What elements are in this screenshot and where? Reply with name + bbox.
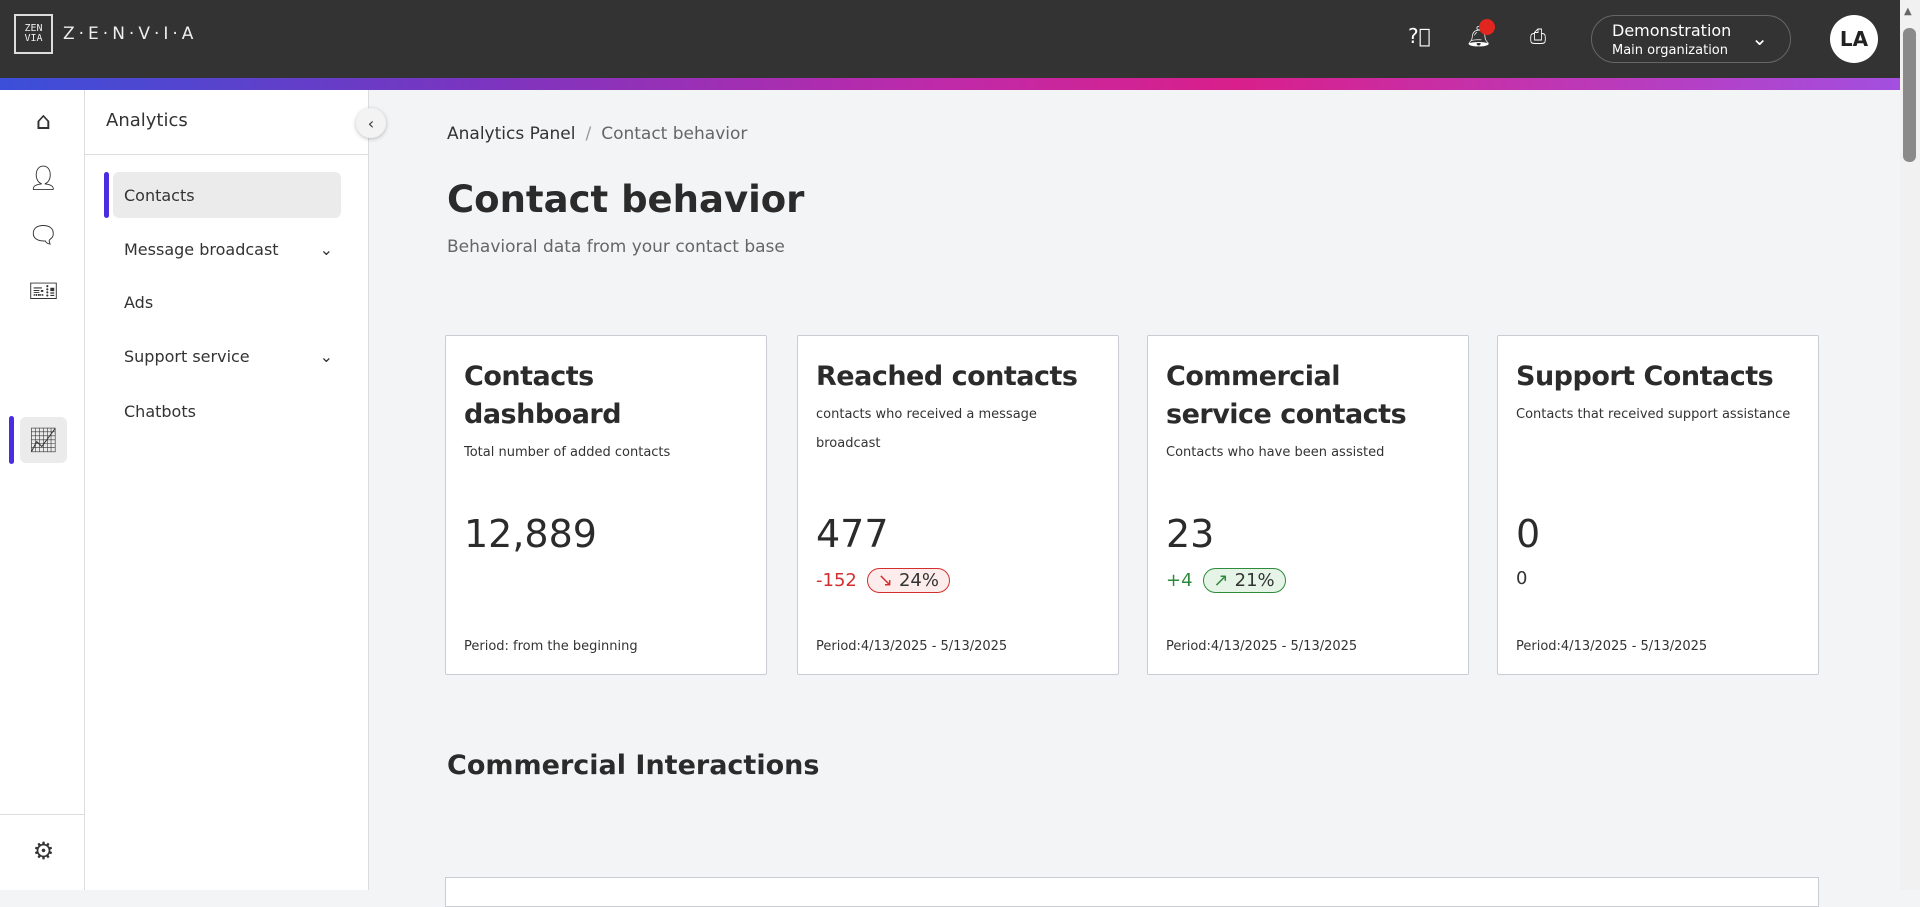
scroll-up-arrow[interactable]: ▲: [1904, 6, 1912, 17]
card-commercial-service-contacts: Commercial service contacts Contacts who…: [1147, 335, 1469, 675]
card-period: Period:4/13/2025 - 5/13/2025: [816, 639, 1008, 654]
card-desc: Contacts who have been assisted: [1166, 445, 1385, 460]
home-icon[interactable]: ⌂: [35, 107, 52, 135]
breadcrumb-separator: /: [585, 124, 592, 144]
arrow-up-right-icon: ↗: [1213, 570, 1229, 591]
divider: [0, 814, 85, 815]
card-period: Period:4/13/2025 - 5/13/2025: [1166, 639, 1358, 654]
collapse-sidebar-button[interactable]: ‹: [356, 108, 386, 138]
card-value: 477: [816, 512, 889, 556]
card-desc: Contacts that received support assistanc…: [1516, 407, 1791, 422]
chevron-down-icon: ⌄: [1751, 26, 1768, 50]
logo-text: Z·E·N·V·I·A: [63, 24, 198, 44]
card-support-contacts: Support Contacts Contacts that received …: [1497, 335, 1819, 675]
user-icon[interactable]: 👤︎: [28, 164, 59, 192]
printer-icon[interactable]: ⎙: [1530, 24, 1546, 48]
page-title: Contact behavior: [447, 178, 805, 221]
active-indicator: [104, 172, 109, 218]
logo-mark: ZEN VIA: [14, 14, 53, 54]
card-period: Period: from the beginning: [464, 639, 638, 654]
card-delta: 0: [1516, 568, 1528, 589]
card-value: 12,889: [464, 512, 597, 556]
card-delta: +4: [1166, 570, 1193, 591]
label: Chatbots: [124, 401, 196, 421]
card-title: Contacts dashboard: [464, 361, 622, 430]
org-name: Demonstration: [1612, 21, 1732, 40]
sidebar-title: Analytics: [85, 90, 368, 155]
label: Contacts: [124, 185, 195, 205]
sidebar-item-ads[interactable]: Ads: [113, 279, 341, 325]
arrow-down-right-icon: ↘: [877, 570, 893, 591]
ticket-icon[interactable]: 🎫︎: [28, 277, 59, 305]
logo[interactable]: ZEN VIA Z·E·N·V·I·A: [14, 14, 197, 54]
chevron-down-icon: ⌄: [319, 346, 333, 366]
breadcrumb-current: Contact behavior: [601, 124, 748, 144]
section-title: Commercial Interactions: [447, 750, 820, 781]
card-period: Period:4/13/2025 - 5/13/2025: [1516, 639, 1708, 654]
percent-badge: ↘ 24%: [866, 568, 950, 593]
help-icon[interactable]: ?⃝: [1408, 24, 1431, 48]
scrollbar-thumb[interactable]: [1903, 28, 1916, 162]
card-title: Reached contacts: [816, 361, 1078, 392]
chevron-down-icon: ⌄: [319, 239, 333, 259]
avatar[interactable]: LA: [1830, 15, 1878, 63]
card-delta: -152: [816, 570, 857, 591]
icon-rail: ⌂ 👤︎ 🗨︎ 🎫︎ 📈︎ ⚙: [0, 90, 85, 890]
card-desc: contacts who received a message broadcas…: [816, 407, 1037, 451]
card-value: 0: [1516, 512, 1541, 556]
percent-value: 24%: [898, 570, 939, 591]
sidebar-item-support-service[interactable]: Support service ⌄: [113, 333, 341, 379]
card-title: Support Contacts: [1516, 361, 1774, 392]
notification-dot: [1479, 19, 1495, 35]
top-bar: [0, 0, 1900, 78]
sidebar-item-message-broadcast[interactable]: Message broadcast ⌄: [113, 226, 341, 272]
commercial-interactions-panel: [445, 877, 1819, 907]
label: Support service: [124, 346, 250, 366]
breadcrumb: Analytics Panel / Contact behavior: [447, 124, 747, 144]
card-reached-contacts: Reached contacts contacts who received a…: [797, 335, 1119, 675]
gear-icon[interactable]: ⚙: [32, 837, 55, 865]
breadcrumb-root[interactable]: Analytics Panel: [447, 124, 576, 144]
gradient-strip: [0, 78, 1900, 90]
sidebar-item-chatbots[interactable]: Chatbots: [113, 388, 341, 434]
scrollbar[interactable]: [1900, 0, 1920, 890]
chat-icon[interactable]: 🗨︎: [28, 221, 59, 249]
organization-selector[interactable]: Demonstration Main organization ⌄: [1591, 15, 1791, 63]
label: Message broadcast: [124, 239, 279, 259]
analytics-icon[interactable]: 📈︎: [20, 417, 67, 463]
card-contacts-dashboard: Contacts dashboard Total number of added…: [445, 335, 767, 675]
percent-value: 21%: [1234, 570, 1275, 591]
active-indicator: [9, 416, 14, 464]
page-subtitle: Behavioral data from your contact base: [447, 237, 785, 257]
sidebar-item-contacts[interactable]: Contacts: [113, 172, 341, 218]
sidebar: Analytics ‹ Contacts Message broadcast ⌄ …: [85, 90, 386, 890]
card-value: 23: [1166, 512, 1215, 556]
card-desc: Total number of added contacts: [464, 445, 671, 460]
org-sub: Main organization: [1612, 43, 1728, 58]
percent-badge: ↗ 21%: [1202, 568, 1286, 593]
card-title: Commercial service contacts: [1166, 361, 1407, 430]
label: Ads: [124, 292, 154, 312]
